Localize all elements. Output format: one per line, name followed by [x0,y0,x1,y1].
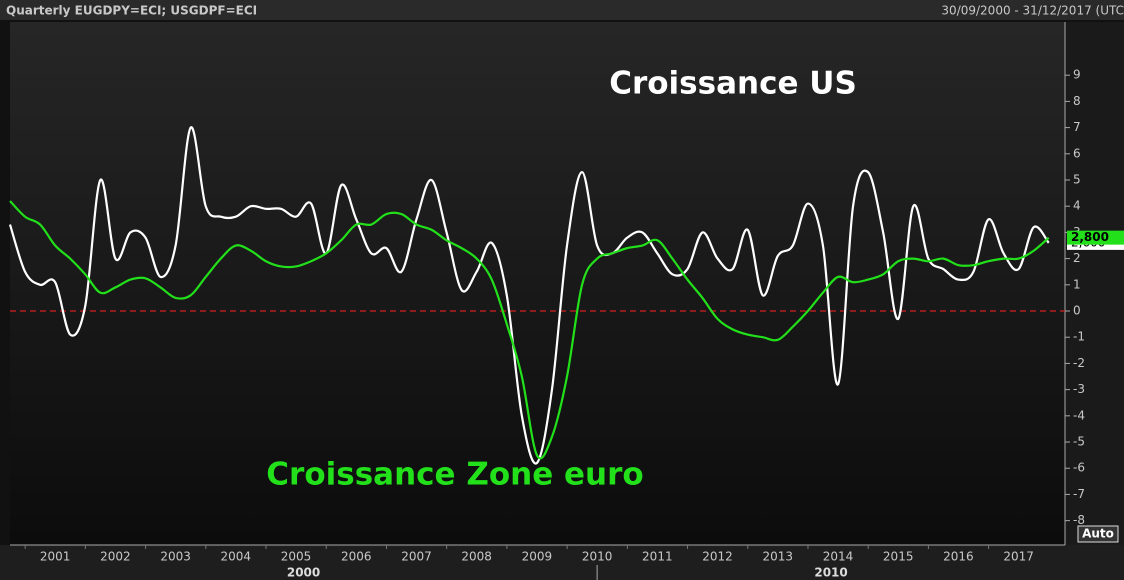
y-tick-label: -7 [1073,487,1085,501]
x-tick-label: 2014 [823,550,854,564]
y-tick-label: -8 [1073,513,1085,527]
x-tick-label: 2004 [221,550,252,564]
x-tick-label: 2017 [1003,550,1034,564]
x-tick-label: 2006 [341,550,372,564]
x-tick-label: 2001 [40,550,71,564]
header-range: 30/09/2000 - 31/12/2017 (UTC [941,4,1124,18]
header-bar [0,0,1124,20]
last-value-label: 2,800 [1071,230,1109,244]
x-tick-label: 2008 [461,550,492,564]
y-tick-label: -3 [1073,382,1085,396]
decade-label: 2010 [814,566,847,580]
x-tick-label: 2016 [943,550,974,564]
y-tick-label: -2 [1073,356,1085,370]
y-tick-label: 5 [1073,173,1081,187]
x-axis-area [0,545,1124,580]
y-tick-label: 1 [1073,277,1081,291]
y-tick-label: 6 [1073,146,1081,160]
x-tick-label: 2015 [883,550,914,564]
last-value-box [1067,230,1124,245]
series-line [9,200,1050,460]
y-tick-label: 9 [1073,68,1081,82]
decade-label: 2000 [287,566,320,580]
x-tick-label: 2013 [762,550,793,564]
auto-button[interactable] [1077,525,1119,543]
y-tick-label: -6 [1073,461,1085,475]
y-tick-label: 4 [1073,199,1081,213]
x-tick-label: 2003 [160,550,191,564]
x-tick-label: 2002 [100,550,131,564]
x-tick-label: 2010 [582,550,613,564]
y-tick-label: 8 [1073,94,1081,108]
y-tick-label: -1 [1073,330,1085,344]
y-tick-label: 7 [1073,120,1081,134]
y-tick-label: -4 [1073,408,1085,422]
auto-button-label[interactable]: Auto [1082,527,1114,541]
x-tick-label: 2007 [401,550,432,564]
annotation: Croissance US [609,66,857,102]
series-line [8,126,1050,465]
y-tick-label: 2 [1073,251,1081,265]
y-axis-area [1065,22,1124,545]
header-title: Quarterly EUGDPY=ECI; USGDPF=ECI [6,4,257,18]
x-tick-label: 2011 [642,550,673,564]
y-tick-label: -5 [1073,435,1085,449]
x-tick-label: 2012 [702,550,733,564]
x-tick-label: 2009 [522,550,553,564]
x-tick-label: 2005 [281,550,312,564]
y-tick-label: 0 [1073,304,1081,318]
annotation: Croissance Zone euro [266,457,643,493]
